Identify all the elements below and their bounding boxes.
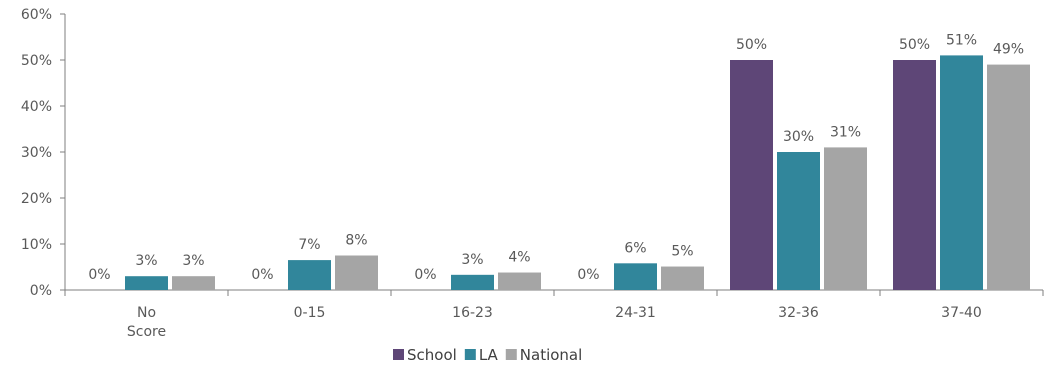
bar-la	[451, 274, 494, 290]
legend-label-national: National	[520, 346, 583, 364]
data-label: 51%	[946, 32, 977, 48]
y-tick-label: 60%	[21, 7, 52, 23]
data-label: 6%	[624, 240, 646, 256]
data-label: 0%	[251, 267, 273, 283]
data-labels: 0% 3% 3% 0% 7% 8% 0% 3% 4% 0% 6% 5% 50% 30% 31% 50% 51% 4…	[88, 32, 1024, 283]
x-category-label: 37-40	[941, 305, 982, 321]
bar-national	[498, 272, 541, 290]
data-label: 49%	[993, 42, 1024, 58]
data-label: 3%	[461, 252, 483, 268]
bar-national	[661, 266, 704, 290]
data-label: 7%	[298, 237, 320, 253]
data-label: 8%	[345, 233, 367, 249]
data-label: 50%	[899, 37, 930, 53]
axes: 0% 10% 20% 30% 40% 50% 60% No Score 0-15 16-23 24-3…	[21, 7, 1044, 340]
y-tick-label: 50%	[21, 53, 52, 69]
bar-national	[824, 147, 867, 290]
bar-la	[940, 55, 983, 291]
data-label: 3%	[135, 253, 157, 269]
y-tick-label: 30%	[21, 145, 52, 161]
data-label: 0%	[577, 267, 599, 283]
data-label: 0%	[88, 267, 110, 283]
y-tick-label: 20%	[21, 191, 52, 207]
bar-school	[730, 60, 773, 290]
y-tick-label: 0%	[30, 283, 52, 299]
legend-label-la: LA	[479, 346, 499, 364]
legend-label-school: School	[407, 346, 457, 364]
x-category-label: No	[137, 305, 156, 321]
data-label: 5%	[671, 244, 693, 260]
bar-la	[614, 263, 657, 290]
bar-national	[987, 64, 1030, 290]
data-label: 0%	[414, 267, 436, 283]
legend-swatch-school	[393, 349, 404, 360]
data-label: 50%	[736, 37, 767, 53]
bar-school	[893, 60, 936, 290]
data-label: 31%	[830, 124, 861, 140]
y-tick-label: 10%	[21, 237, 52, 253]
x-category-label: 32-36	[778, 305, 819, 321]
legend-swatch-national	[505, 349, 517, 360]
data-label: 4%	[508, 250, 530, 266]
legend: School LA National	[393, 346, 582, 364]
bars	[125, 55, 1030, 291]
data-label: 3%	[182, 253, 204, 269]
bar-la	[288, 260, 331, 290]
bar-national	[335, 255, 378, 290]
bar-national	[172, 276, 215, 290]
x-category-label: 0-15	[294, 305, 326, 321]
x-category-label: 24-31	[615, 305, 656, 321]
data-label: 30%	[783, 129, 814, 145]
bar-la	[125, 276, 168, 290]
x-category-label: Score	[127, 324, 166, 340]
bar-la	[777, 152, 820, 290]
y-tick-label: 40%	[21, 99, 52, 115]
legend-swatch-la	[464, 349, 476, 360]
x-category-label: 16-23	[452, 305, 493, 321]
